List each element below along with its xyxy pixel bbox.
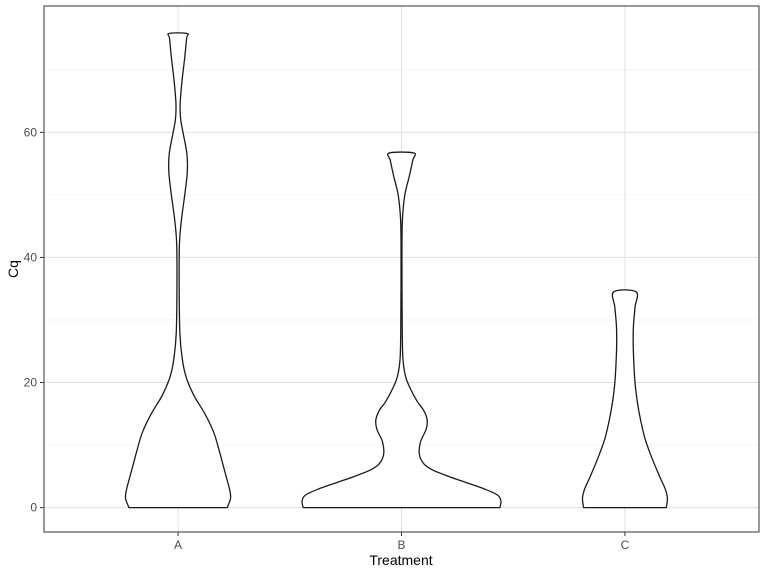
- axes: 0 20 40 60 A B C: [24, 125, 630, 552]
- x-tick-label: A: [174, 538, 182, 552]
- y-axis-title: Cq: [5, 260, 21, 278]
- violins: [124, 32, 669, 509]
- y-tick-label: 40: [24, 250, 38, 264]
- x-tick-label: C: [621, 538, 630, 552]
- y-tick-label: 20: [24, 376, 38, 390]
- violin-B: [301, 151, 502, 509]
- violin-C: [581, 289, 669, 509]
- x-tick-label: B: [397, 538, 405, 552]
- violin-A: [124, 32, 232, 509]
- x-axis-title: Treatment: [369, 552, 432, 568]
- y-tick-label: 0: [30, 501, 37, 515]
- y-tick-label: 60: [24, 125, 38, 139]
